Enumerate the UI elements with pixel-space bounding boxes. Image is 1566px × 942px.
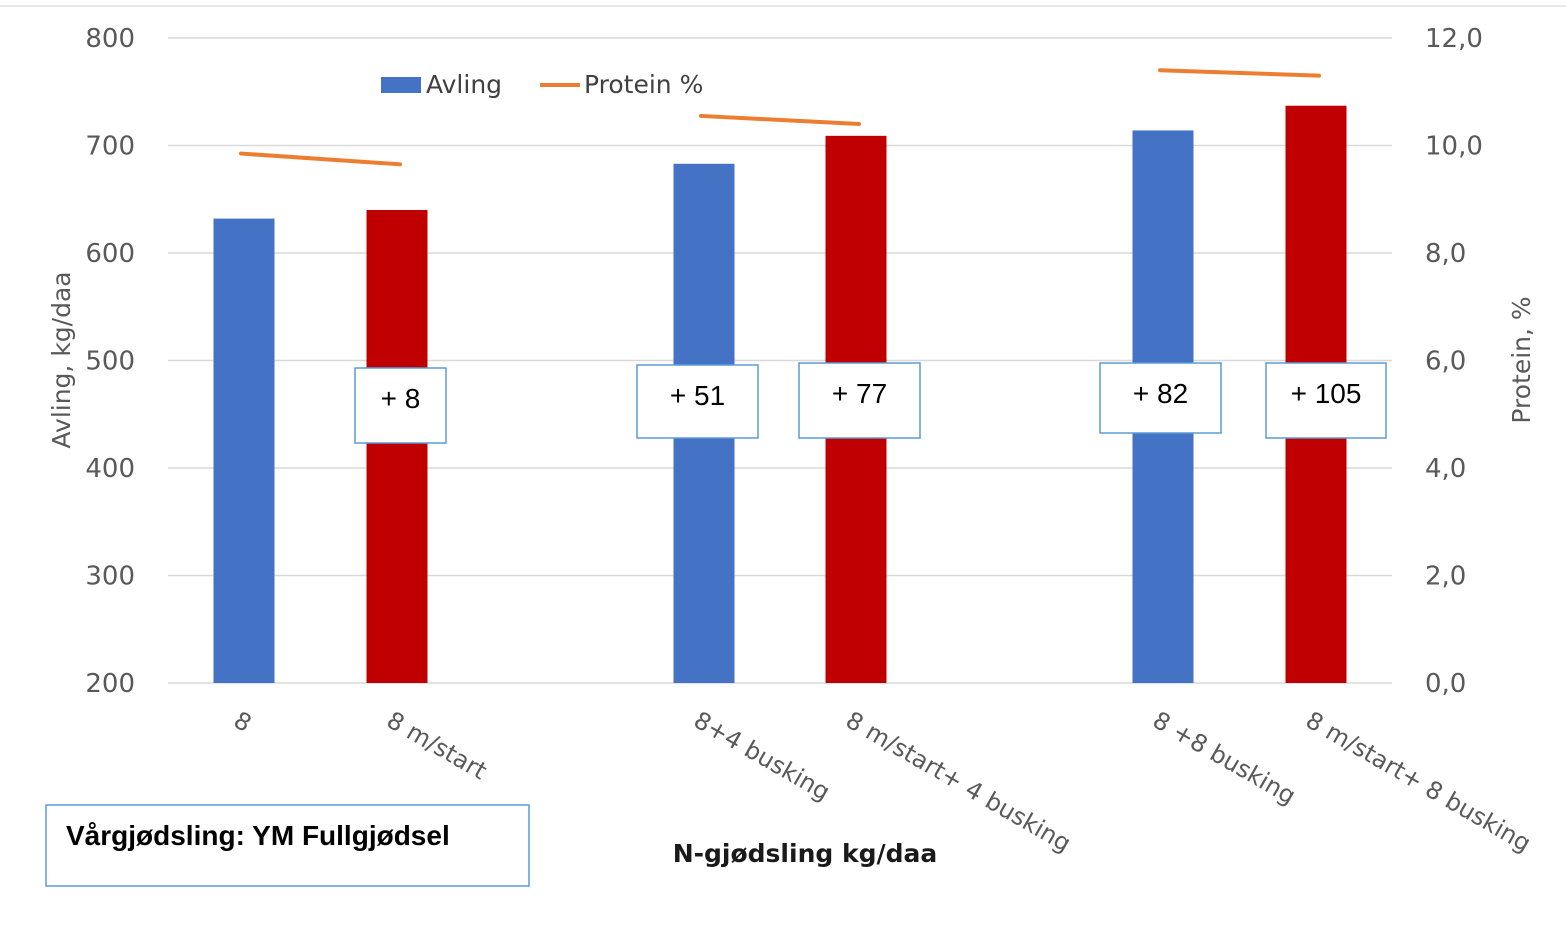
annotation-box: + 51 xyxy=(636,364,759,439)
y-tick-label: 500 xyxy=(85,347,135,377)
legend-label-avling: Avling xyxy=(426,70,502,99)
annotation-label: + 8 xyxy=(381,383,421,414)
x-tick-label: 8 m/start xyxy=(382,706,491,785)
annotation-label: + 51 xyxy=(670,380,725,411)
line-series-protein xyxy=(239,68,1321,167)
annotation-label: + 82 xyxy=(1133,378,1188,409)
protein-line-segment xyxy=(1158,68,1321,78)
annotation-box: + 8 xyxy=(354,367,447,444)
annotation-frame xyxy=(354,367,447,444)
y2-tick-label: 2,0 xyxy=(1425,562,1466,592)
annotation-frame xyxy=(1265,362,1387,439)
y2-tick-label: 12,0 xyxy=(1425,24,1483,54)
y-tick-label: 800 xyxy=(85,24,135,54)
note-text: Vårgjødsling: YM Fullgjødsel xyxy=(66,820,450,851)
y-axis-title: Avling, kg/daa xyxy=(47,271,76,448)
y-tick-label: 200 xyxy=(85,669,135,699)
y2-axis-title: Protein, % xyxy=(1507,296,1536,423)
legend-label-protein: Protein % xyxy=(584,70,703,99)
annotations: + 8 + 51 + 77 + 82 + 105 xyxy=(354,362,1387,444)
y2-tick-label: 6,0 xyxy=(1425,347,1466,377)
annotation-label: + 105 xyxy=(1291,378,1362,409)
annotation-frame xyxy=(1099,362,1222,434)
y2-tick-label: 4,0 xyxy=(1425,454,1466,484)
protein-line-segment xyxy=(699,113,861,126)
annotation-frame xyxy=(798,362,921,439)
y-tick-label: 400 xyxy=(85,454,135,484)
protein-line-segment xyxy=(239,151,402,167)
x-tick-label: 8 m/start+ 4 busking xyxy=(841,706,1076,858)
note-box-frame xyxy=(45,804,530,887)
x-tick-label: 8+4 busking xyxy=(689,706,835,806)
legend-swatch-avling xyxy=(381,77,421,93)
annotation-box: + 105 xyxy=(1265,362,1387,439)
note-box: Vårgjødsling: YM Fullgjødsel xyxy=(45,804,530,887)
y2-tick-label: 0,0 xyxy=(1425,669,1466,699)
annotation-frame xyxy=(636,364,759,439)
gridlines xyxy=(168,37,1392,684)
y2-tick-label: 8,0 xyxy=(1425,239,1466,269)
annotation-box: + 77 xyxy=(798,362,921,439)
x-tick-label: 8 m/start+ 8 busking xyxy=(1301,706,1536,858)
annotation-label: + 77 xyxy=(832,378,887,409)
y-tick-label: 700 xyxy=(85,132,135,162)
bar xyxy=(213,218,275,683)
x-tick-label: 8 xyxy=(229,706,256,738)
axis-ticks: 200 0,0 300 2,0 400 4,0 500 6,0 600 8,0 700 10,0 800… xyxy=(85,24,1483,699)
y-tick-label: 600 xyxy=(85,239,135,269)
x-axis-title: N-gjødsling kg/daa xyxy=(673,839,938,868)
y-tick-label: 300 xyxy=(85,562,135,592)
legend: Avling Protein % xyxy=(381,70,703,99)
x-tick-label: 8 +8 busking xyxy=(1148,706,1300,810)
annotation-box: + 82 xyxy=(1099,362,1222,434)
y2-tick-label: 10,0 xyxy=(1425,132,1483,162)
bar xyxy=(366,210,428,683)
